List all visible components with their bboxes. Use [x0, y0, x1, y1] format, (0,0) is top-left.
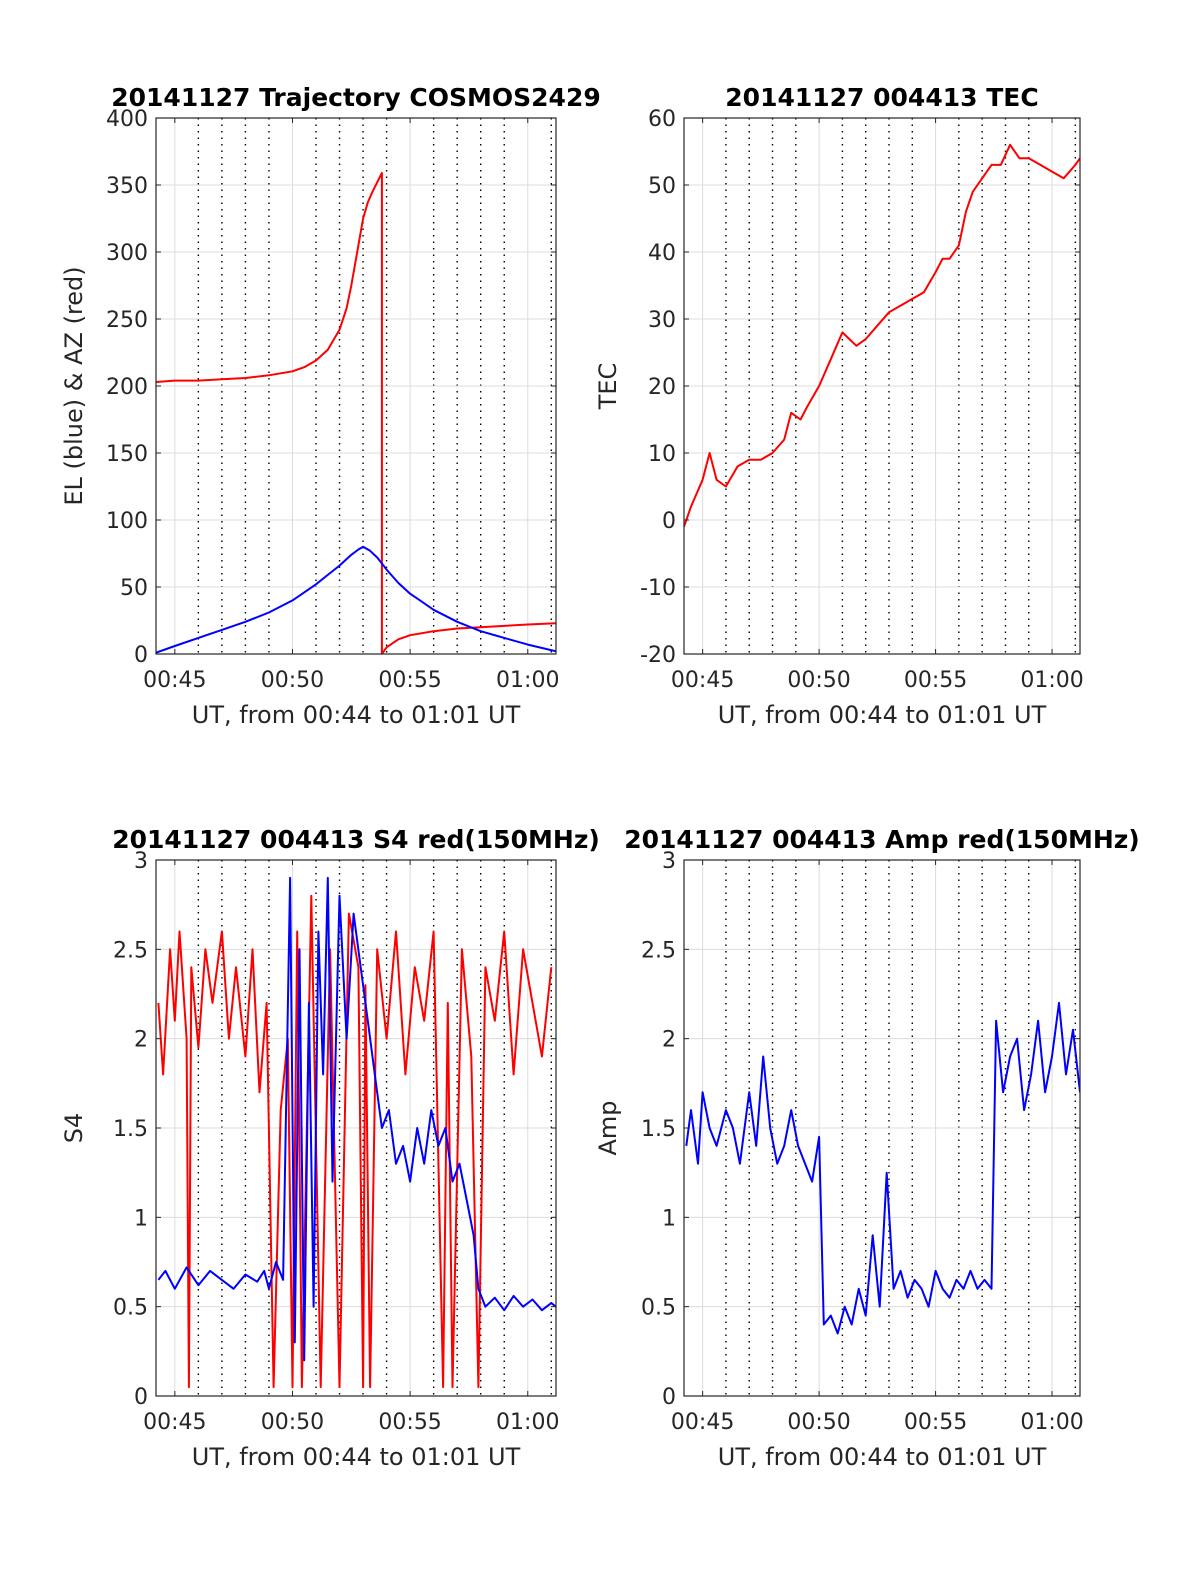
y-tick-label: 20 — [648, 375, 676, 400]
panel-3: 00:45 00:50 00:55 01:00 0 0.5 1 1.5 2 2.5 32014112… — [60, 825, 600, 1471]
y-tick-label: 10 — [648, 442, 676, 467]
y-tick-label: 2 — [134, 1028, 148, 1053]
chart-title: 20141127 Trajectory COSMOS2429 — [111, 83, 601, 112]
y-tick-label: 1.5 — [641, 1117, 676, 1142]
y-tick-label: 1 — [134, 1206, 148, 1231]
y-tick-label: 300 — [106, 241, 148, 266]
chart-title: 20141127 004413 TEC — [725, 83, 1038, 112]
y-tick-label: 0 — [662, 509, 676, 534]
x-tick-label: 00:50 — [261, 668, 324, 693]
chart-title: 20141127 004413 Amp red(150MHz) — [624, 825, 1140, 854]
y-tick-label: 60 — [648, 107, 676, 132]
series-line-1 — [685, 1001, 1080, 1335]
y-tick-label: 200 — [106, 375, 148, 400]
x-tick-label: 00:50 — [787, 1410, 850, 1435]
y-tick-label: 350 — [106, 174, 148, 199]
y-tick-label: 30 — [648, 308, 676, 333]
x-tick-label: 00:45 — [671, 1410, 734, 1435]
x-tick-label: 00:50 — [261, 1410, 324, 1435]
series-line-1 — [157, 894, 553, 1389]
y-tick-label: 3 — [134, 849, 148, 874]
x-tick-label: 00:55 — [904, 1410, 967, 1435]
x-axis-label: UT, from 00:44 to 01:01 UT — [192, 701, 521, 729]
series-line-2 — [156, 545, 556, 654]
series-line-2 — [157, 876, 556, 1362]
y-tick-label: 400 — [106, 107, 148, 132]
y-tick-label: 50 — [120, 576, 148, 601]
x-tick-label: 01:00 — [1020, 1410, 1083, 1435]
x-tick-label: 00:55 — [378, 668, 441, 693]
y-tick-label: 50 — [648, 174, 676, 199]
x-tick-label: 00:45 — [143, 1410, 206, 1435]
y-tick-label: 0.5 — [641, 1296, 676, 1321]
panel-4: 00:45 00:50 00:55 01:00 0 0.5 1 1.5 2 2.5 32014112… — [594, 825, 1140, 1471]
y-tick-label: 40 — [648, 241, 676, 266]
y-tick-label: 1 — [662, 1206, 676, 1231]
x-tick-label: 00:50 — [787, 668, 850, 693]
y-tick-label: 250 — [106, 308, 148, 333]
y-tick-label: -20 — [640, 643, 676, 668]
y-tick-label: 100 — [106, 509, 148, 534]
y-axis-label: S4 — [60, 1113, 88, 1144]
series-line-1 — [684, 143, 1080, 528]
x-tick-label: 00:45 — [671, 668, 734, 693]
x-tick-label: 00:55 — [378, 1410, 441, 1435]
series-line-1 — [156, 171, 556, 654]
y-tick-label: -10 — [640, 576, 676, 601]
x-tick-label: 01:00 — [496, 1410, 559, 1435]
y-tick-label: 0.5 — [113, 1296, 148, 1321]
y-axis-label: TEC — [594, 363, 622, 411]
panel-2: 00:45 00:50 00:55 01:00 -20 -10 0 10 20 30 40 50 60 2… — [594, 83, 1084, 729]
x-axis-label: UT, from 00:44 to 01:01 UT — [718, 701, 1047, 729]
x-tick-label: 00:45 — [143, 668, 206, 693]
y-tick-label: 150 — [106, 442, 148, 467]
panel-1: 00:45 00:50 00:55 01:00 0 50 100 150 200 250 300 35… — [60, 83, 601, 729]
x-axis-label: UT, from 00:44 to 01:01 UT — [192, 1443, 521, 1471]
x-tick-label: 01:00 — [1020, 668, 1083, 693]
x-axis-label: UT, from 00:44 to 01:01 UT — [718, 1443, 1047, 1471]
y-tick-label: 2 — [662, 1028, 676, 1053]
y-tick-label: 0 — [662, 1385, 676, 1410]
y-tick-label: 1.5 — [113, 1117, 148, 1142]
y-tick-label: 0 — [134, 643, 148, 668]
y-tick-label: 2.5 — [113, 938, 148, 963]
y-axis-label: EL (blue) & AZ (red) — [60, 266, 88, 505]
chart-title: 20141127 004413 S4 red(150MHz) — [112, 825, 600, 854]
y-tick-label: 0 — [134, 1385, 148, 1410]
y-axis-label: Amp — [594, 1100, 622, 1155]
y-tick-label: 3 — [662, 849, 676, 874]
y-tick-label: 2.5 — [641, 938, 676, 963]
x-tick-label: 01:00 — [496, 668, 559, 693]
x-tick-label: 00:55 — [904, 668, 967, 693]
